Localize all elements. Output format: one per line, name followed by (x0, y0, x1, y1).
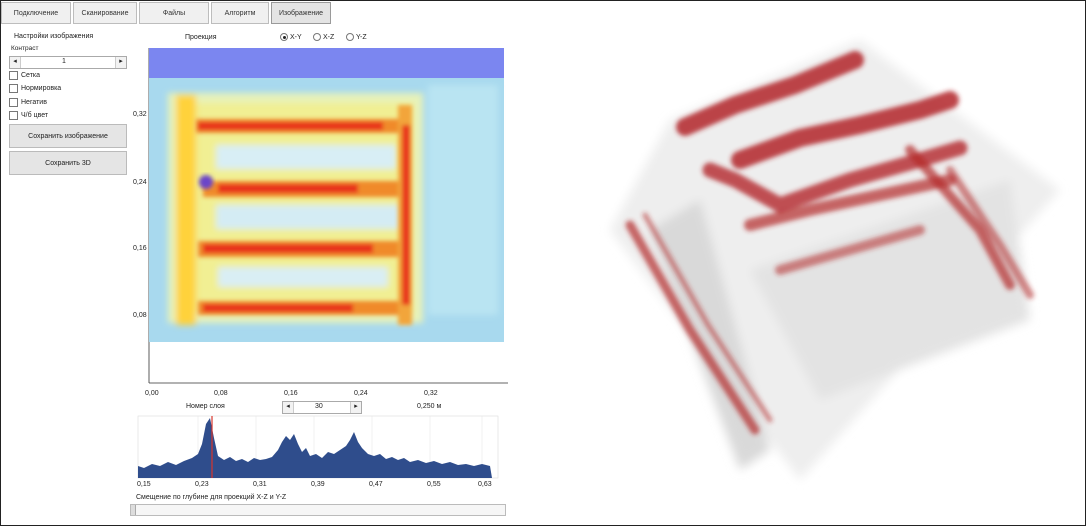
layer-increase-icon[interactable]: ▸ (350, 402, 361, 413)
hist-x-tick: 0,31 (253, 481, 267, 488)
x-tick-label: 0,08 (214, 390, 228, 397)
contrast-decrease-icon[interactable]: ◂ (10, 57, 21, 68)
checkbox-box[interactable] (9, 98, 18, 107)
save-image-button[interactable]: Сохранить изображение (9, 124, 127, 148)
layer-stepper[interactable]: ◂ 30 ▸ (282, 401, 362, 414)
checkbox-label: Нормировка (21, 85, 62, 92)
y-tick-label: 0,08 (133, 312, 147, 319)
checkbox-label: Негатив (21, 99, 47, 106)
slider-thumb[interactable] (131, 505, 136, 515)
hist-x-tick: 0,23 (195, 481, 209, 488)
image-settings-panel: Настройки изображения Контраст ◂ 1 ▸ Сет… (6, 31, 127, 521)
tab-scanning[interactable]: Сканирование (73, 2, 137, 24)
radio-label: X-Y (290, 33, 302, 41)
depth-offset-slider[interactable] (130, 504, 506, 516)
radio-dot[interactable] (280, 33, 288, 41)
layer-depth: 0,250 м (417, 403, 442, 410)
x-tick-label: 0,32 (424, 390, 438, 397)
y-tick-label: 0,32 (133, 111, 147, 118)
radio-dot[interactable] (346, 33, 354, 41)
volume-3d-view[interactable] (590, 30, 1070, 490)
tab-connection[interactable]: Подключение (1, 2, 71, 24)
y-tick-label: 0,24 (133, 179, 147, 186)
contrast-stepper[interactable]: ◂ 1 ▸ (9, 56, 127, 69)
hist-x-tick: 0,55 (427, 481, 441, 488)
contrast-label: Контраст (11, 45, 39, 52)
radio-label: Y-Z (356, 33, 367, 41)
tab-algorithm[interactable]: Алгоритм (211, 2, 269, 24)
hist-x-tick: 0,47 (369, 481, 383, 488)
tab-files[interactable]: Файлы (139, 2, 209, 24)
layer-value: 30 (315, 403, 323, 410)
layer-row: Номер слоя ◂ 30 ▸ 0,250 м (130, 401, 510, 414)
checkbox-grayscale[interactable]: Ч/б цвет (9, 111, 48, 120)
radio-xz[interactable]: X-Z (313, 33, 334, 41)
layer-label: Номер слоя (186, 403, 225, 410)
tab-image[interactable]: Изображение (271, 2, 331, 24)
radio-label: X-Z (323, 33, 335, 41)
checkbox-grid[interactable]: Сетка (9, 71, 40, 80)
x-tick-label: 0,16 (284, 390, 298, 397)
histogram-area (138, 418, 492, 478)
checkbox-box[interactable] (9, 111, 18, 120)
projection-label: Проекция (185, 34, 217, 41)
y-tick-label: 0,16 (133, 245, 147, 252)
hist-x-tick: 0,39 (311, 481, 325, 488)
checkbox-label: Ч/б цвет (21, 112, 49, 119)
checkbox-negative[interactable]: Негатив (9, 98, 47, 107)
checkbox-label: Сетка (21, 72, 41, 79)
x-tick-label: 0,24 (354, 390, 368, 397)
save-3d-button[interactable]: Сохранить 3D (9, 151, 127, 175)
checkbox-normalize[interactable]: Нормировка (9, 84, 61, 93)
hist-x-tick: 0,15 (137, 481, 151, 488)
hist-x-tick: 0,63 (478, 481, 492, 488)
depth-offset-label: Смещение по глубине для проекций X-Z и Y… (136, 494, 287, 501)
projection-selector: Проекция X-Y X-Z Y-Z (130, 31, 510, 45)
contrast-increase-icon[interactable]: ▸ (115, 57, 126, 68)
checkbox-box[interactable] (9, 71, 18, 80)
voxel-bars (625, 51, 1034, 435)
heatmap (149, 48, 504, 342)
toolbar: Подключение Сканирование Файлы Алгоритм … (1, 1, 514, 29)
radio-xy[interactable]: X-Y (280, 33, 302, 41)
depth-histogram[interactable] (130, 414, 512, 492)
radio-dot[interactable] (313, 33, 321, 41)
radio-yz[interactable]: Y-Z (346, 33, 367, 41)
contrast-value: 1 (62, 58, 66, 65)
xy-projection-plot[interactable] (128, 45, 512, 401)
checkbox-box[interactable] (9, 84, 18, 93)
layer-decrease-icon[interactable]: ◂ (283, 402, 294, 413)
x-tick-label: 0,00 (145, 390, 159, 397)
panel-title: Настройки изображения (14, 33, 94, 40)
